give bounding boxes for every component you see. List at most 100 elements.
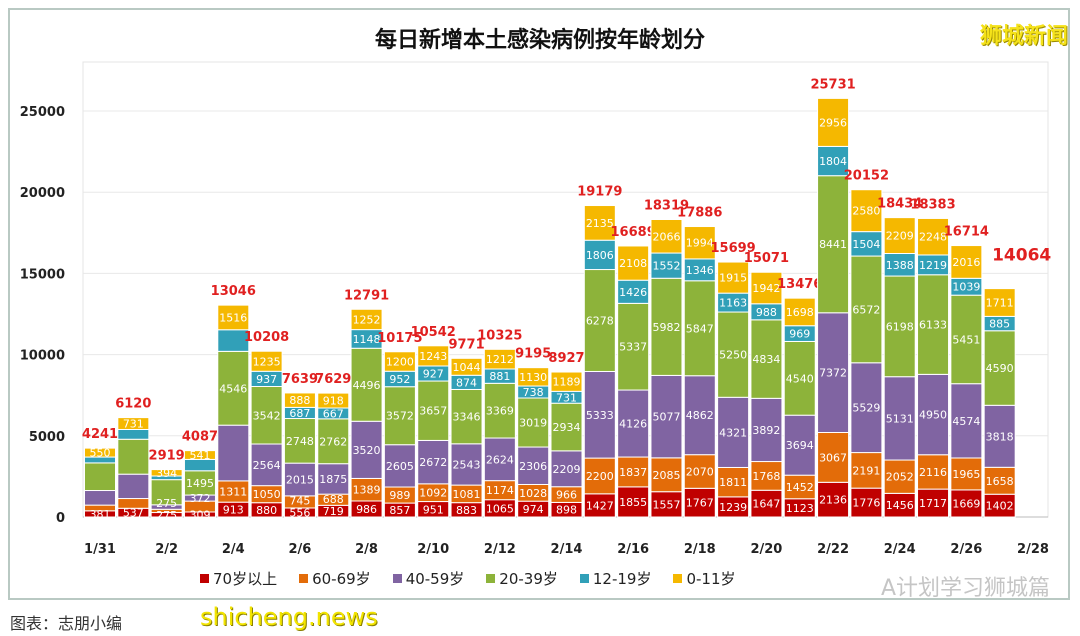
segment-label: 719 (323, 505, 344, 518)
segment-label: 3019 (519, 417, 547, 430)
segment-label: 2085 (652, 469, 680, 482)
segment-label: 2066 (652, 230, 680, 243)
bar-segment (517, 397, 550, 448)
total-label: 12791 (344, 288, 389, 303)
segment-label: 1389 (353, 484, 381, 497)
x-tick-label: 2/16 (617, 542, 649, 557)
total-label: 7639 (282, 372, 318, 387)
segment-label: 3369 (486, 405, 514, 418)
bar-segment (117, 428, 150, 440)
segment-label: 3694 (786, 439, 814, 452)
segment-label: 537 (123, 507, 144, 520)
total-label: 18383 (910, 197, 955, 212)
legend-label: 0-11岁 (686, 570, 736, 588)
segment-label: 5982 (652, 321, 680, 334)
segment-label: 937 (256, 373, 277, 386)
bar-segment (750, 489, 783, 518)
bar-segment (84, 490, 116, 506)
segment-label: 556 (289, 506, 310, 519)
segment-label: 3892 (752, 424, 780, 437)
segment-label: 883 (456, 504, 477, 517)
legend-label: 70岁以上 (213, 570, 278, 588)
total-label: 6120 (115, 397, 151, 412)
segment-label: 2934 (553, 421, 581, 434)
bar-segment (883, 459, 916, 494)
segment-label: 3572 (386, 410, 414, 423)
segment-label: 731 (556, 391, 577, 404)
segment-label: 4496 (353, 379, 381, 392)
bar-segment (983, 466, 1016, 495)
segment-label: 1426 (619, 286, 647, 299)
segment-label: 966 (556, 489, 577, 502)
bar-segment (617, 456, 650, 488)
total-label: 15699 (710, 241, 755, 256)
total-label: 15071 (744, 251, 789, 266)
bar-segment (817, 432, 850, 483)
bar-segment (583, 205, 616, 241)
legend-label: 60-69岁 (312, 570, 371, 588)
segment-label: 2016 (952, 256, 980, 269)
segment-label: 1767 (686, 497, 714, 510)
bar-segment (583, 457, 616, 495)
bar-segment (917, 274, 950, 375)
total-label: 9195 (515, 347, 551, 362)
legend-label: 12-19岁 (592, 570, 652, 588)
segment-label: 5337 (619, 341, 647, 354)
bar-segment (783, 414, 816, 476)
segment-label: 6133 (919, 319, 947, 332)
segment-label: 4546 (219, 382, 247, 395)
bar-segment (450, 443, 483, 486)
segment-label: 974 (523, 503, 544, 516)
legend-label: 20-39岁 (499, 570, 558, 588)
segment-label: 1452 (786, 481, 814, 494)
legend-label: 40-59岁 (405, 570, 465, 588)
total-label: 4241 (82, 427, 118, 442)
segment-label: 1768 (752, 470, 780, 483)
bar-segment (817, 312, 850, 434)
total-label: 10208 (244, 330, 289, 345)
x-tick-label: 2/8 (355, 542, 378, 557)
segment-label: 2116 (919, 466, 947, 479)
bar-segment (84, 462, 116, 492)
bar-segment (217, 350, 250, 426)
y-tick-label: 5000 (29, 430, 65, 445)
segment-label: 2672 (419, 456, 447, 469)
bar-segment (517, 367, 550, 387)
bar-segment (650, 457, 683, 493)
segment-label: 2580 (852, 205, 880, 218)
segment-label: 2543 (453, 458, 481, 471)
segment-label: 4862 (686, 409, 714, 422)
bar-segment (883, 376, 916, 461)
x-tick-label: 2/24 (884, 542, 916, 557)
segment-label: 2762 (319, 435, 347, 448)
segment-label: 687 (289, 407, 310, 420)
segment-label: 2748 (286, 435, 314, 448)
bar-segment (883, 217, 916, 255)
x-tick-label: 2/2 (155, 542, 178, 557)
segment-label: 2108 (619, 257, 647, 270)
segment-label: 5529 (852, 402, 880, 415)
legend-item: 12-19岁 (579, 568, 652, 589)
segment-label: 874 (456, 376, 477, 389)
legend-item: 20-39岁 (486, 568, 558, 589)
total-label: 10542 (411, 325, 456, 340)
y-tick-label: 25000 (20, 105, 65, 120)
bar-segment (483, 437, 516, 482)
legend: 70岁以上 60-69岁 40-59岁 20-39岁 12-19岁 0-11岁 (200, 568, 736, 589)
bar-segment (250, 350, 283, 372)
segment-label: 3818 (986, 430, 1014, 443)
bar-segment (950, 245, 983, 279)
bar-segment (417, 380, 450, 441)
bar-segment (550, 371, 583, 392)
y-tick-label: 0 (56, 511, 65, 526)
segment-label: 2306 (519, 460, 547, 473)
total-label: 2919 (149, 449, 185, 464)
footer-credit: 图表：志朋小编 (10, 614, 123, 633)
total-label: 25731 (810, 77, 855, 92)
bar-segment (750, 271, 783, 305)
bar-segment (850, 189, 883, 233)
legend-swatch (392, 574, 402, 583)
x-tick-label: 1/31 (84, 542, 116, 557)
segment-label: 541 (189, 449, 210, 462)
